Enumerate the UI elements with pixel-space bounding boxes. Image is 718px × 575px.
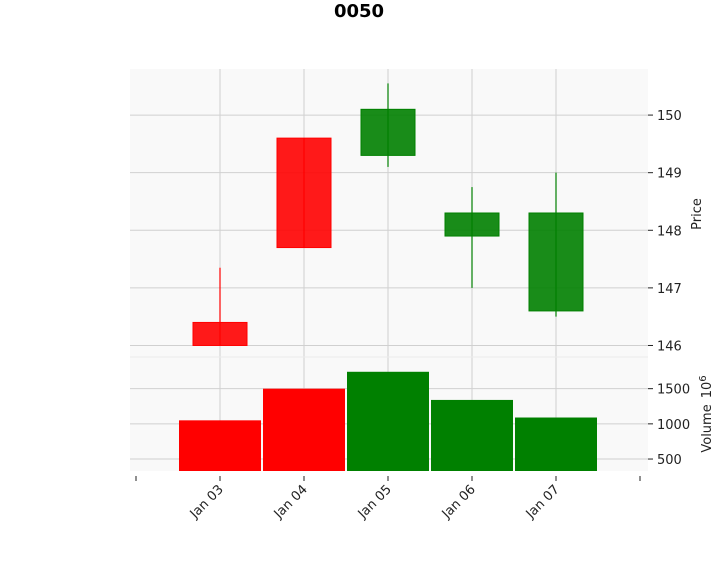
candle-body <box>276 137 332 249</box>
candlesticks <box>192 83 584 346</box>
candle-body <box>528 212 584 312</box>
price-tick-label: 150 <box>657 109 682 124</box>
price-tick-label: 148 <box>657 224 682 239</box>
volume-axis-multiplier: 10 <box>700 382 715 399</box>
volume-bar <box>347 371 429 471</box>
price-tick-label: 149 <box>657 167 682 182</box>
price-tick-label: 147 <box>657 282 682 297</box>
x-tick-label: Jan 05 <box>355 482 395 522</box>
x-tick-label: Jan 03 <box>187 482 227 522</box>
candle-body <box>360 108 416 156</box>
price-axis-label: Price <box>690 198 705 230</box>
volume-bars <box>179 371 597 471</box>
volume-bar <box>263 388 345 471</box>
candle-body <box>444 212 500 237</box>
volume-axis-exponent: 6 <box>698 375 709 381</box>
chart-title: 0050 <box>334 1 384 22</box>
volume-axis-label: Volume 106 <box>698 375 715 452</box>
x-tick-label: Jan 07 <box>523 482 563 522</box>
volume-tick-label: 1500 <box>657 383 690 398</box>
volume-bar <box>179 420 261 471</box>
volume-tick-label: 500 <box>657 453 682 468</box>
volume-axis-label-name: Volume <box>700 404 715 452</box>
x-tick-label: Jan 04 <box>271 482 311 522</box>
volume-bar <box>515 417 597 471</box>
volume-bar <box>431 399 513 471</box>
x-tick-label: Jan 06 <box>439 482 479 522</box>
candle-body <box>192 321 248 346</box>
volume-tick-label: 1000 <box>657 418 690 433</box>
price-tick-label: 146 <box>657 339 682 354</box>
